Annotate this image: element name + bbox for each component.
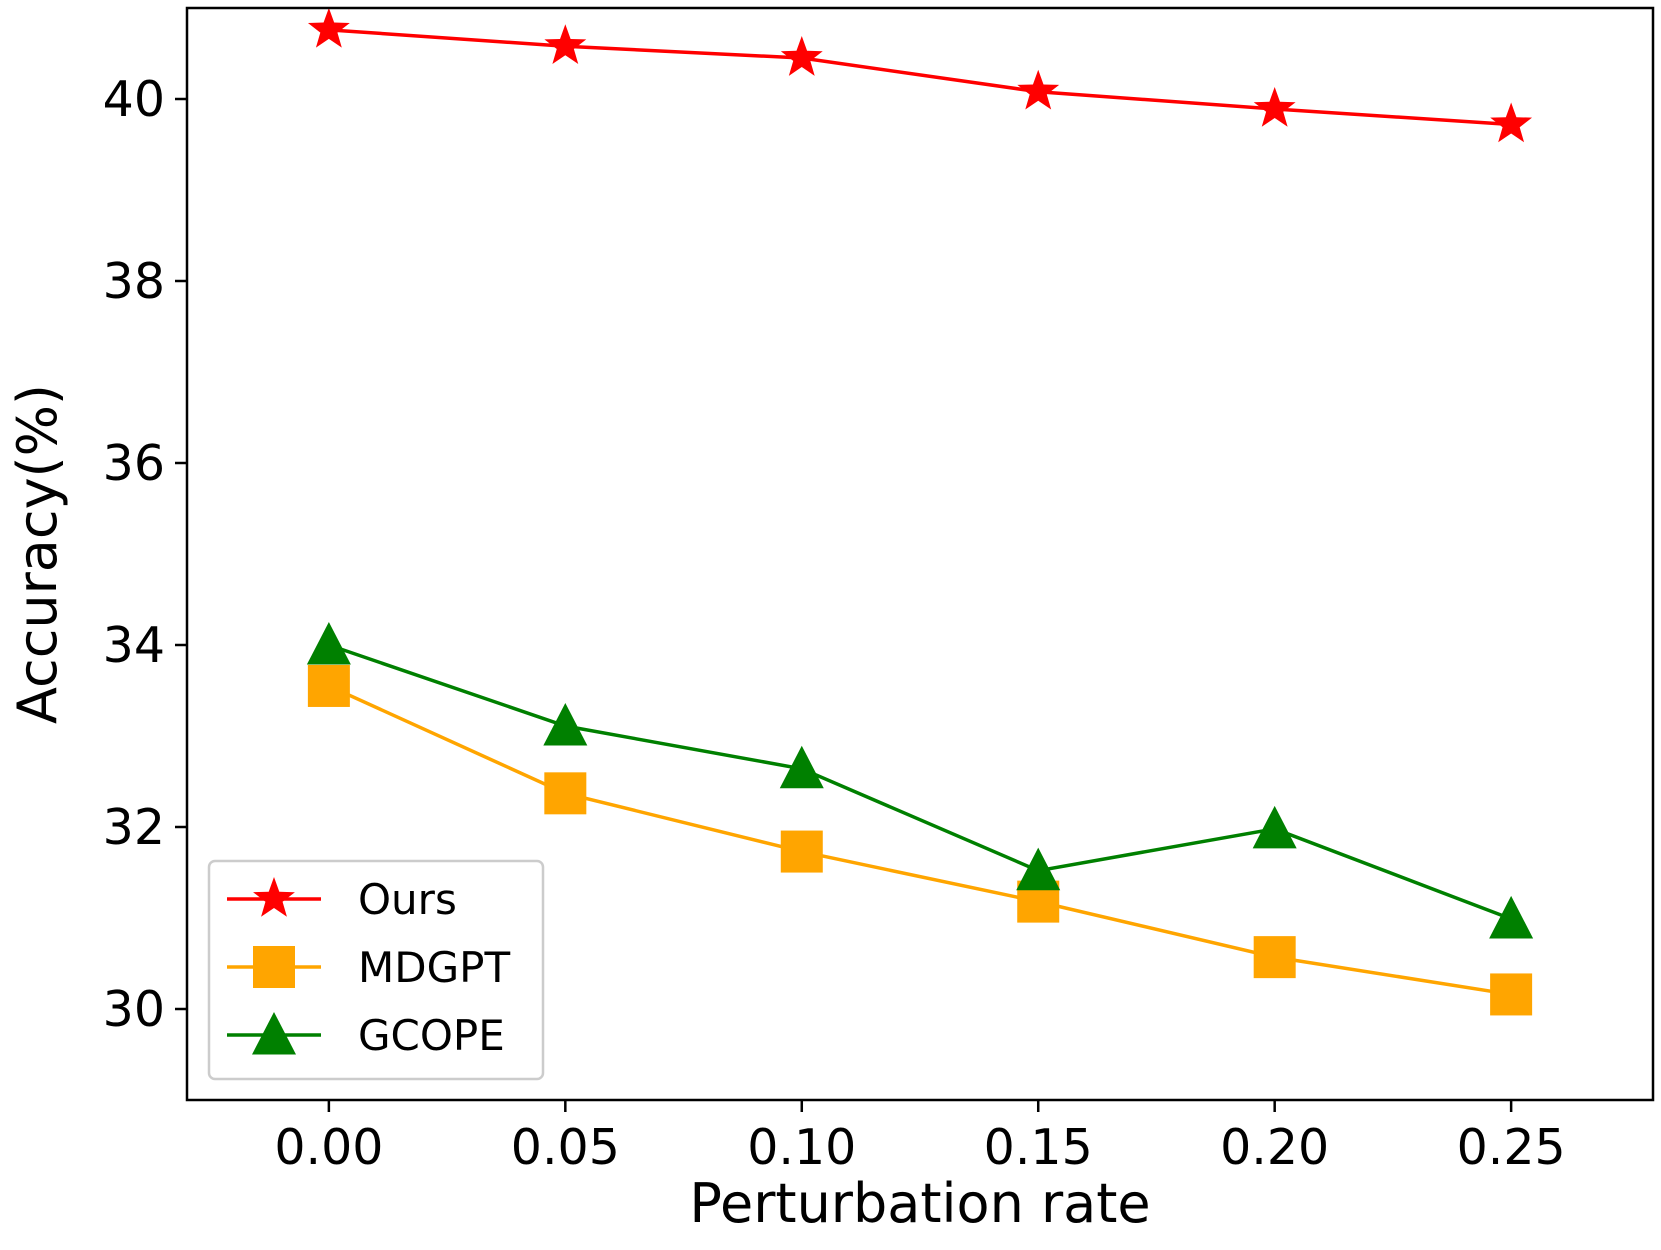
y-tick-label: 36 xyxy=(103,435,165,492)
legend-item-gcope: GCOPE xyxy=(227,1011,505,1060)
data-point-gcope xyxy=(1489,895,1534,939)
y-tick-label: 38 xyxy=(103,253,165,310)
data-point-gcope xyxy=(779,745,824,789)
series-mdgpt xyxy=(307,664,1533,1016)
y-axis-title: Accuracy(%) xyxy=(6,384,69,724)
data-point-gcope xyxy=(306,622,351,665)
x-tick-label: 0.05 xyxy=(511,1119,620,1176)
plot-frame xyxy=(185,6,1655,1102)
data-point-ours xyxy=(544,24,587,65)
x-tick-label: 0.20 xyxy=(1220,1119,1329,1176)
legend-item-ours: Ours xyxy=(227,875,457,924)
x-tick-label: 0.10 xyxy=(747,1119,856,1176)
axis-ticks: 0.00 0.05 0.10 0.15 0.20 0.25 30 32 34 36 38 40 xyxy=(103,71,1566,1176)
y-tick-label: 34 xyxy=(103,617,165,674)
series-ours xyxy=(307,7,1533,143)
data-point-mdgpt xyxy=(1253,936,1296,979)
data-point-gcope xyxy=(1016,847,1061,891)
x-tick-label: 0.00 xyxy=(274,1119,383,1176)
x-tick-label: 0.25 xyxy=(1457,1119,1566,1176)
y-tick-label: 30 xyxy=(103,981,165,1038)
series-gcope xyxy=(306,622,1534,939)
data-point-ours xyxy=(1017,69,1060,110)
data-point-ours xyxy=(780,36,823,76)
x-tick-label: 0.15 xyxy=(984,1119,1093,1176)
data-point-mdgpt xyxy=(544,772,587,815)
data-point-gcope xyxy=(543,702,588,746)
data-point-ours xyxy=(307,7,350,48)
y-tick-label: 32 xyxy=(103,799,165,856)
data-point-ours xyxy=(1490,102,1533,143)
series-line-gcope xyxy=(328,643,1512,921)
x-axis-title: Perturbation rate xyxy=(689,1172,1150,1235)
series-line-mdgpt xyxy=(328,684,1512,997)
legend-marker-ours xyxy=(253,877,295,917)
data-point-gcope xyxy=(1252,805,1297,849)
y-tick-label: 40 xyxy=(103,71,165,128)
legend-marker-gcope xyxy=(252,1012,296,1055)
data-point-mdgpt xyxy=(307,664,350,707)
data-point-ours xyxy=(1253,87,1296,127)
legend: Ours MDGPT GCOPE xyxy=(207,859,545,1081)
legend-item-mdgpt: MDGPT xyxy=(227,943,510,992)
series-layer xyxy=(306,7,1534,1016)
legend-box xyxy=(207,859,545,1081)
legend-label-ours: Ours xyxy=(358,875,457,924)
series-line-ours xyxy=(328,28,1512,127)
legend-marker-mdgpt xyxy=(253,946,295,988)
data-point-mdgpt xyxy=(780,830,823,873)
data-point-mdgpt xyxy=(1490,973,1533,1016)
legend-label-mdgpt: MDGPT xyxy=(358,943,510,992)
legend-label-gcope: GCOPE xyxy=(358,1011,505,1060)
